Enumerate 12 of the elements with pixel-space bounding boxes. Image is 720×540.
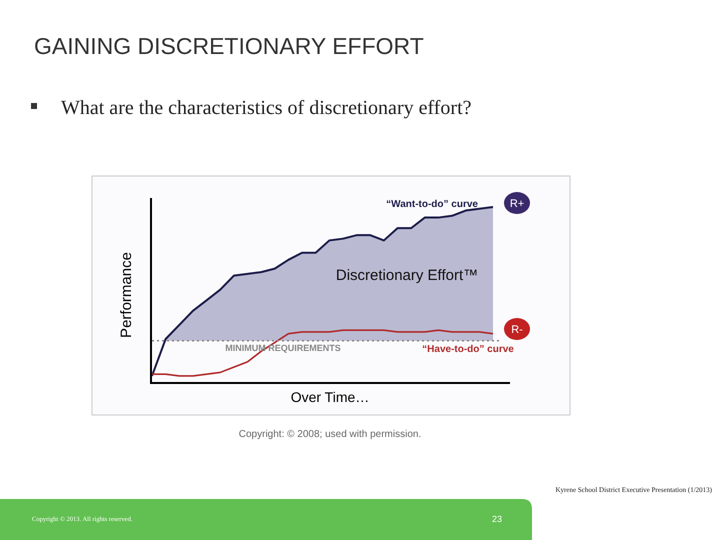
chart-title: GAINING DISCRETIONARY EFFORT xyxy=(34,33,424,59)
x-axis-title: Over Time… xyxy=(290,389,370,405)
chart-subtitle: What are the characteristics of discretionary effort? xyxy=(61,97,472,119)
series-label: “Have-to-do” curve xyxy=(422,344,514,355)
text: Copyright: © 2008; used with permission. xyxy=(238,429,422,440)
series-label: “Want-to-do” curve xyxy=(386,199,478,210)
annotation: Discretionary Effort™ xyxy=(336,267,478,284)
text: R- xyxy=(511,324,524,336)
ref-line-label: MINIMUM REQUIREMENTS xyxy=(225,342,341,353)
text: R+ xyxy=(510,198,524,210)
text: 23 xyxy=(492,514,502,524)
y-axis-title: Performance xyxy=(118,252,135,338)
